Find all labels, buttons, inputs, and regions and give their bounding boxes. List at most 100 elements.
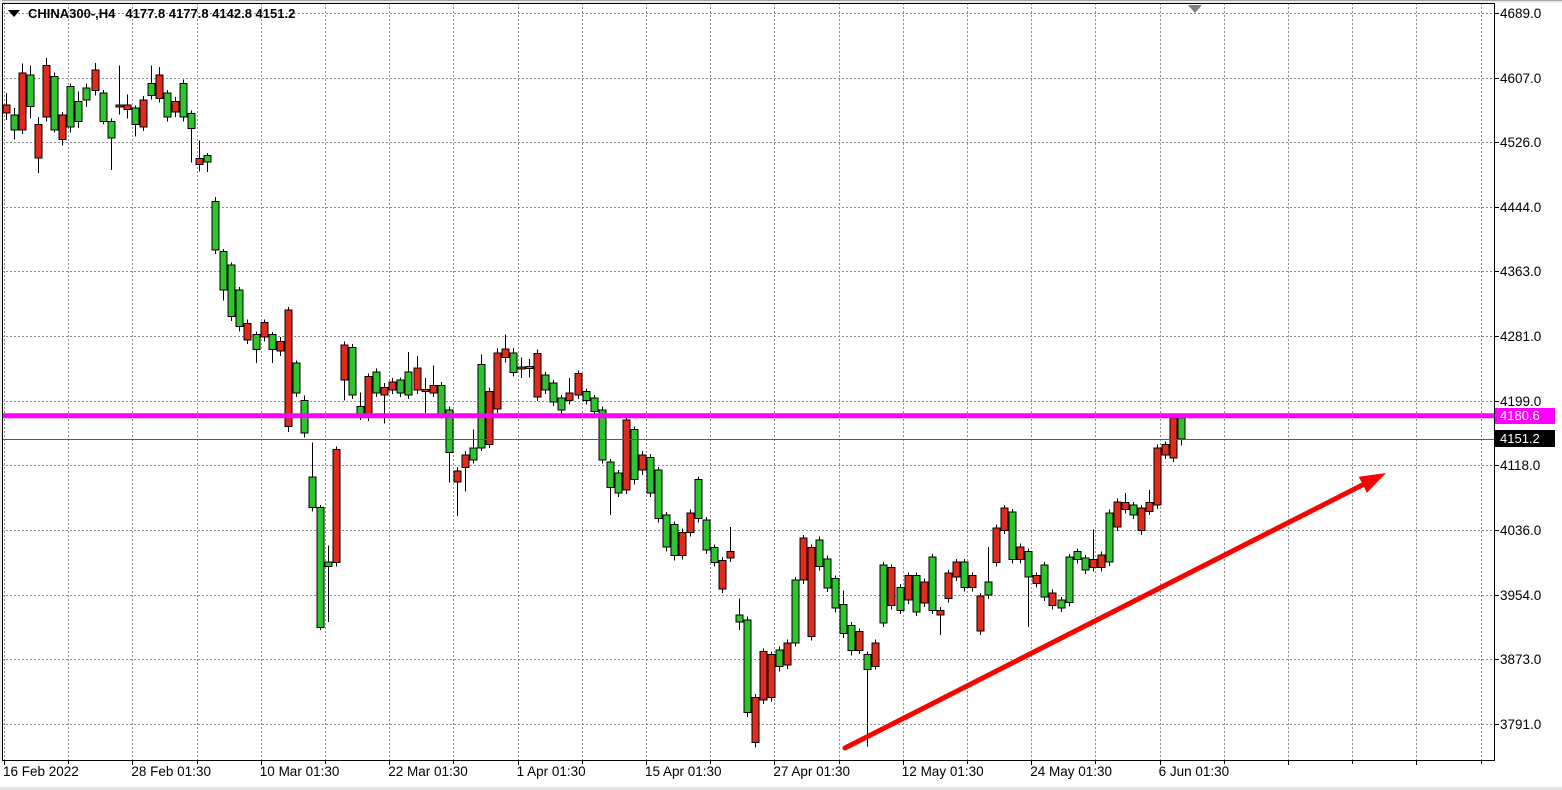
bear-candle <box>598 409 607 461</box>
bear-candle <box>99 92 108 123</box>
bear-candle <box>10 114 19 131</box>
chart-shift-marker-icon[interactable] <box>1188 5 1202 13</box>
bear-candle <box>292 362 301 394</box>
bull-candle <box>139 99 148 128</box>
bull-candle <box>533 353 542 398</box>
bear-candle <box>308 476 317 508</box>
bear-candle <box>74 101 83 123</box>
bull-candle <box>968 574 977 588</box>
bear-candle <box>50 75 59 131</box>
time-scale-label: 1 Apr 01:30 <box>517 764 586 779</box>
bull-candle <box>1000 507 1009 531</box>
time-scale-label: 16 Feb 2022 <box>3 764 79 779</box>
bear-candle <box>549 382 558 403</box>
time-scale[interactable] <box>0 761 1494 787</box>
bear-candle <box>252 334 261 351</box>
bear-candle <box>654 469 663 519</box>
trend-arrow-line[interactable] <box>842 479 1371 751</box>
bull-candle <box>171 101 180 113</box>
bear-candle <box>163 92 172 118</box>
bull-candle <box>388 381 397 391</box>
bull-candle <box>243 323 252 341</box>
bull-candle <box>276 341 285 352</box>
bull-candle <box>992 527 1001 564</box>
bull-candle <box>58 114 67 141</box>
bear-candle <box>1057 599 1066 609</box>
trend-arrow-head[interactable] <box>1358 473 1386 493</box>
price-scale-label: 3954.0 <box>1500 588 1541 603</box>
bear-candle <box>694 479 703 519</box>
chart-title: CHINA300-,H4 4177.8 4177.8 4142.8 4151.2 <box>28 6 295 21</box>
bull-candle <box>284 309 293 427</box>
window-left-edge <box>0 0 2 762</box>
window-top-edge <box>0 0 1562 3</box>
bear-candle <box>863 654 872 671</box>
price-scale-label: 4199.0 <box>1500 394 1541 409</box>
bear-candle <box>235 289 244 328</box>
bear-candle <box>879 564 888 624</box>
bull-candle <box>920 581 929 604</box>
bear-candle <box>823 558 832 589</box>
bull-candle <box>799 537 808 581</box>
bear-candle <box>219 250 228 291</box>
time-scale-label: 10 Mar 01:30 <box>260 764 340 779</box>
resistance-price-tag[interactable]: 4180.6 <box>1495 408 1555 424</box>
bear-candle <box>614 472 623 494</box>
bear-candle <box>1024 551 1033 578</box>
chart-title-symbol: CHINA300-,H4 <box>28 5 116 21</box>
bear-candle <box>896 586 905 611</box>
bull-candle <box>340 344 349 381</box>
bull-candle <box>871 642 880 668</box>
bear-candle <box>1073 551 1082 561</box>
bear-candle <box>404 371 413 396</box>
bear-candle <box>710 547 719 564</box>
bull-candle <box>1097 554 1106 569</box>
bear-candle <box>1177 417 1186 440</box>
bear-candle <box>831 578 840 609</box>
price-scale[interactable] <box>1495 3 1562 760</box>
bear-candle <box>187 113 196 130</box>
bull-candle <box>751 696 760 744</box>
bear-candle <box>211 201 220 251</box>
bear-candle <box>66 86 75 128</box>
bear-candle <box>670 524 679 557</box>
bull-candle <box>364 376 373 418</box>
time-scale-label: 27 Apr 01:30 <box>773 764 850 779</box>
bull-candle <box>622 419 631 491</box>
bear-candle <box>646 456 655 494</box>
bull-candle <box>1048 592 1057 607</box>
price-scale-label: 4444.0 <box>1500 200 1541 215</box>
bear-candle <box>227 264 236 317</box>
bear-candle <box>847 624 856 652</box>
bear-candle <box>775 649 784 668</box>
symbol-dropdown-icon[interactable] <box>8 10 20 17</box>
bull-candle <box>638 454 647 471</box>
bull-candle <box>18 72 27 131</box>
bull-candle <box>91 69 100 92</box>
bull-candle <box>952 561 961 578</box>
bear-candle <box>1081 557 1090 571</box>
chart-title-ohlc: 4177.8 4177.8 4142.8 4151.2 <box>125 5 296 21</box>
bull-candle <box>686 512 695 534</box>
bear-candle <box>582 391 591 401</box>
bear-candle <box>912 574 921 613</box>
bear-candle <box>396 379 405 394</box>
time-scale-label: 12 May 01:30 <box>902 764 984 779</box>
bear-candle <box>268 334 277 351</box>
bull-candle <box>421 388 430 392</box>
bear-candle <box>324 561 333 568</box>
bull-candle <box>1161 444 1170 456</box>
bear-candle <box>348 346 357 396</box>
bear-candle <box>179 82 188 118</box>
bull-candle <box>332 448 341 564</box>
bear-candle <box>316 506 325 629</box>
bull-candle <box>1137 507 1146 531</box>
bull-candle <box>783 642 792 666</box>
bull-candle <box>1016 546 1025 561</box>
price-scale-label: 3791.0 <box>1500 717 1541 732</box>
bear-candle <box>630 429 639 481</box>
bear-candle <box>1065 556 1074 603</box>
